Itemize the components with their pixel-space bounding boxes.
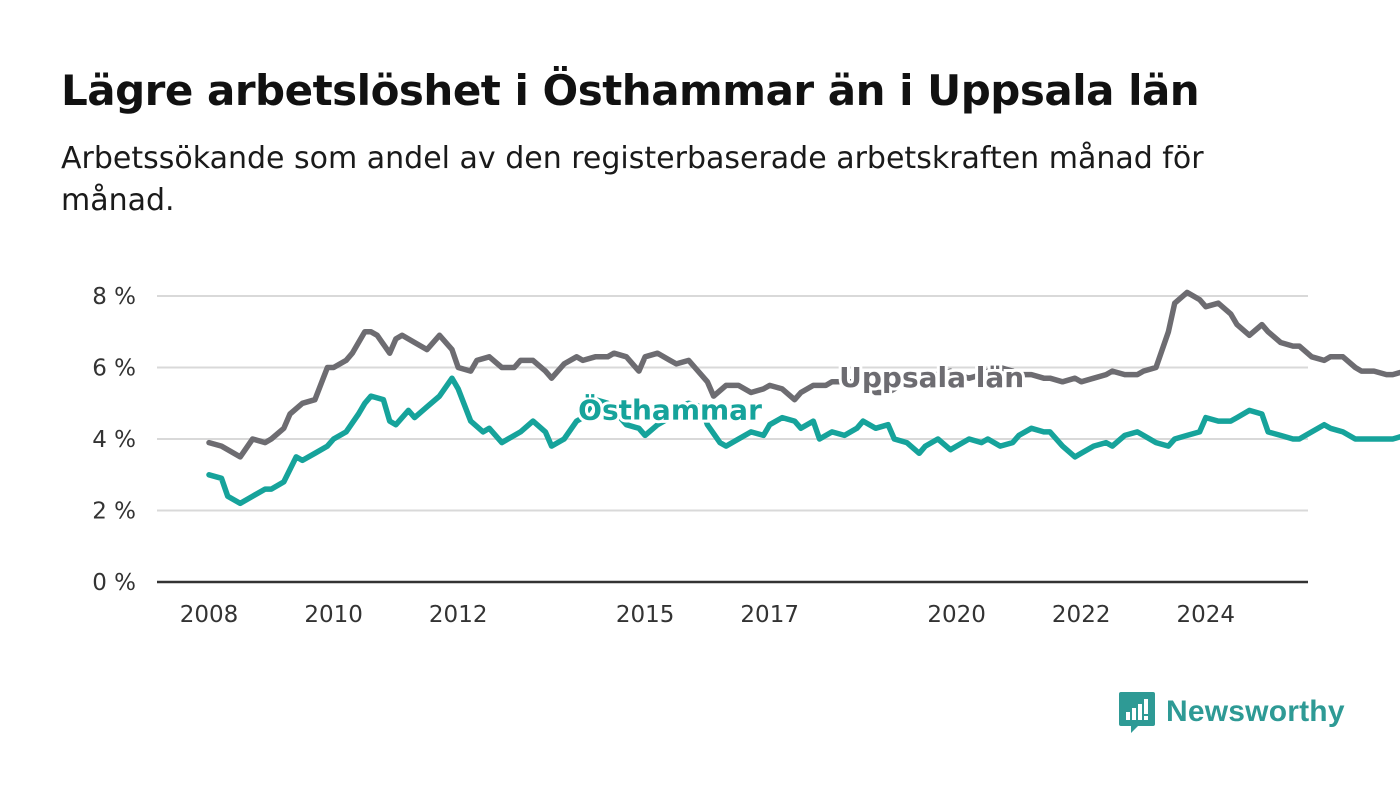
series-label: Östhammar	[578, 392, 762, 426]
y-tick-label: 4 %	[92, 427, 136, 453]
y-tick-label: 8 %	[92, 284, 136, 310]
x-tick-label: 2017	[740, 602, 799, 628]
brand-logo: Newsworthy	[1118, 690, 1345, 734]
chart-title: Lägre arbetslöshet i Östhammar än i Upps…	[61, 66, 1200, 115]
x-tick-label: 2010	[304, 602, 363, 628]
x-tick-label: 2015	[616, 602, 675, 628]
series-line-uppsala	[206, 289, 1400, 460]
x-tick-label: 2012	[429, 602, 488, 628]
newsworthy-logo-icon	[1119, 692, 1155, 733]
x-tick-label: 2008	[180, 602, 239, 628]
y-tick-label: 6 %	[92, 356, 136, 382]
y-tick-label: 0 %	[92, 570, 136, 596]
series-label: Uppsala län	[839, 361, 1024, 394]
series-line-osthammar	[206, 375, 1400, 507]
x-tick-label: 2020	[927, 602, 986, 628]
y-tick-label: 2 %	[92, 499, 136, 525]
brand-name: Newsworthy	[1166, 695, 1345, 728]
chart-subtitle: Arbetssökande som andel av den registerb…	[61, 141, 1204, 218]
x-tick-label: 2022	[1052, 602, 1111, 628]
x-tick-label: 2024	[1177, 602, 1236, 628]
